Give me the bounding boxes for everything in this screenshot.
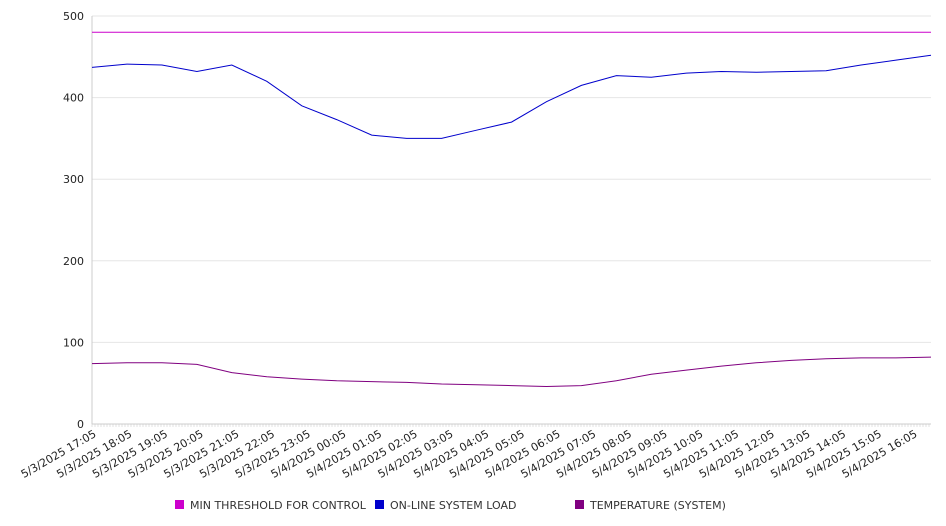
legend-label: TEMPERATURE (SYSTEM) [589, 499, 726, 512]
legend-swatch [575, 500, 584, 509]
y-tick-label: 400 [63, 92, 84, 105]
y-tick-label: 300 [63, 173, 84, 186]
y-tick-label: 0 [77, 418, 84, 431]
legend: MIN THRESHOLD FOR CONTROL ON-LINE SYSTEM … [175, 499, 726, 512]
legend-swatch [175, 500, 184, 509]
y-tick-label: 100 [63, 336, 84, 349]
series-line-1 [91, 54, 932, 139]
legend-label: MIN THRESHOLD FOR CONTROL [190, 499, 367, 512]
legend-label: ON-LINE SYSTEM LOAD [390, 499, 516, 512]
y-tick-label: 500 [63, 10, 84, 23]
y-tick-label: 200 [63, 255, 84, 268]
series-line-2 [91, 356, 932, 388]
legend-swatch [375, 500, 384, 509]
series-lines [91, 31, 932, 388]
grid [92, 15, 931, 343]
